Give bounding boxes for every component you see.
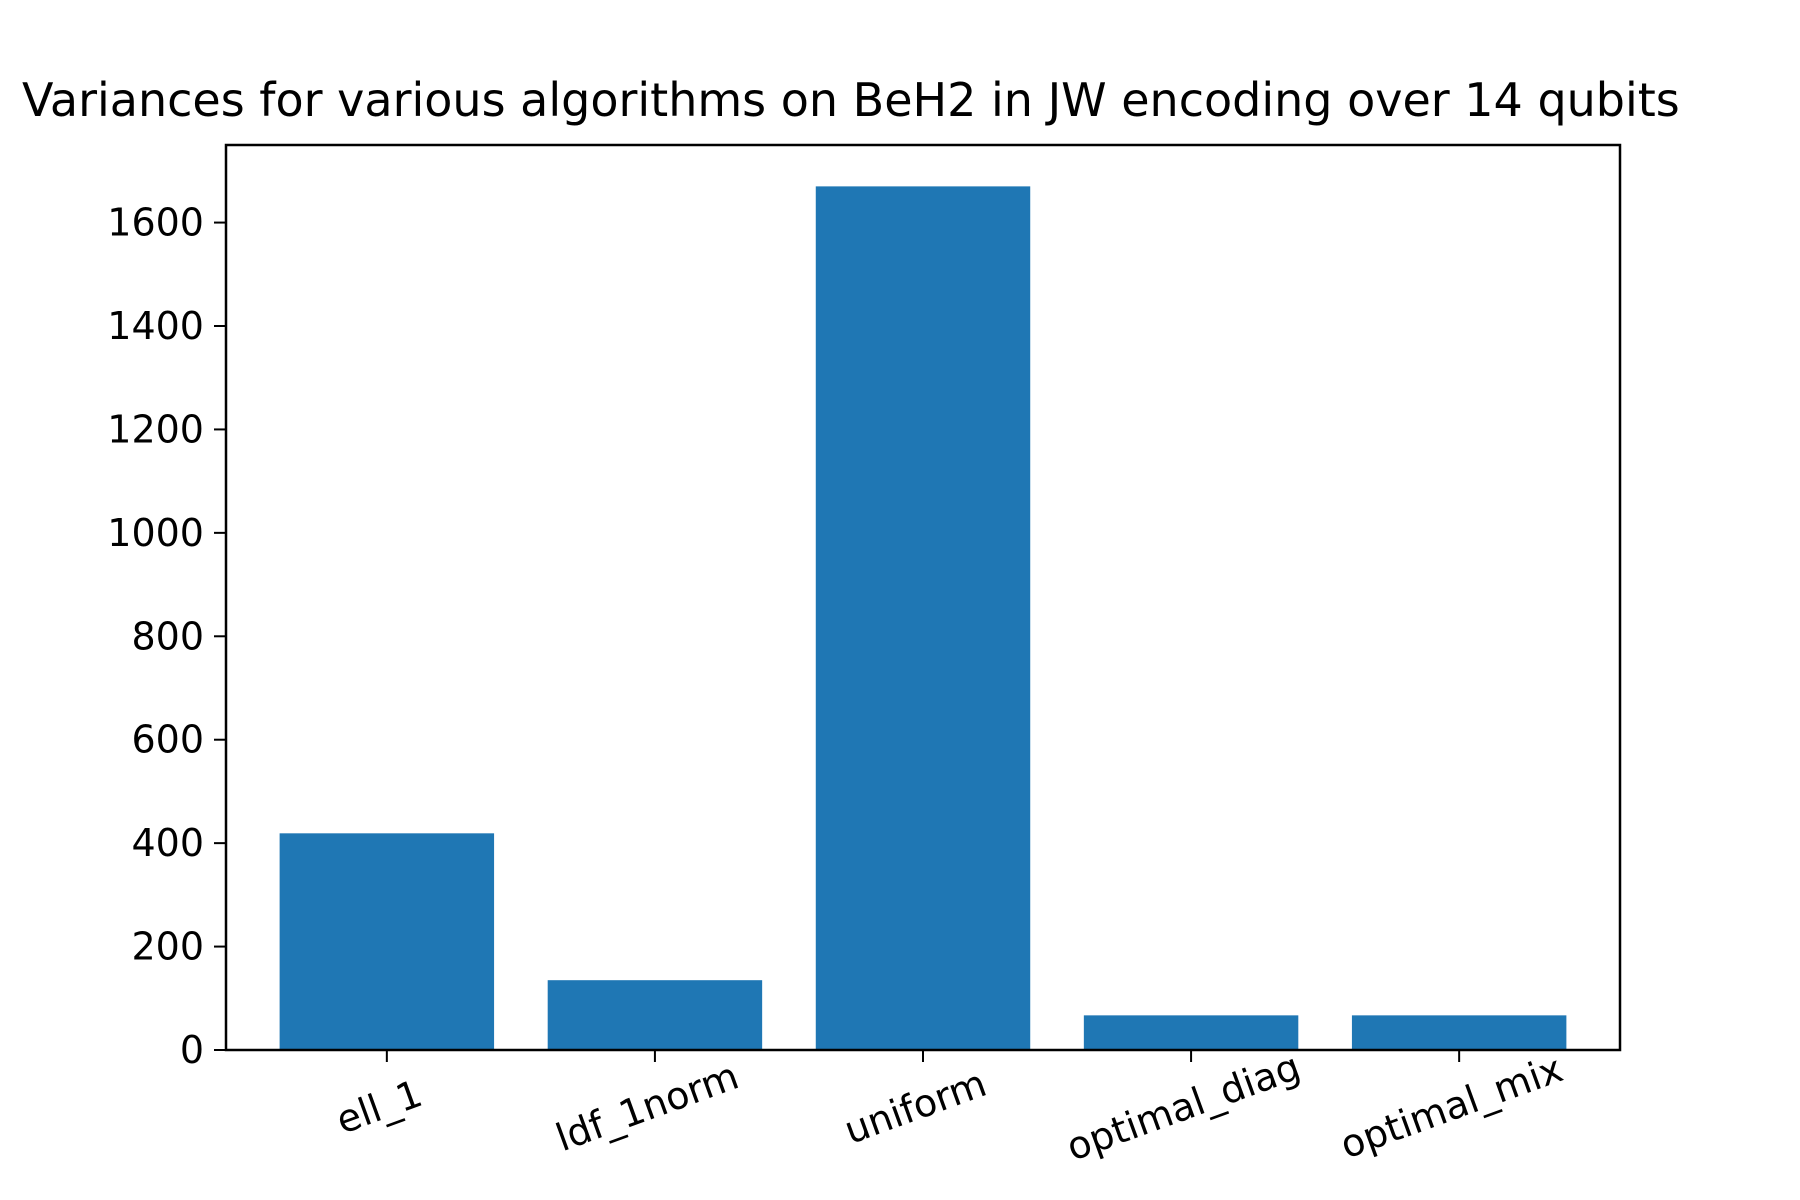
- y-tick-label: 1600: [107, 201, 204, 245]
- y-tick-label: 1400: [107, 304, 204, 348]
- y-tick-label: 400: [131, 821, 204, 865]
- bars-layer: [279, 186, 1567, 1050]
- y-tick-label: 1000: [107, 511, 204, 555]
- y-tick-label: 600: [131, 718, 204, 762]
- y-tick-label: 0: [180, 1028, 204, 1072]
- plot-area-frame: [224, 143, 1622, 1052]
- bar-ldf-1norm: [547, 980, 763, 1050]
- y-tick-label: 800: [131, 614, 204, 658]
- bar-ell-1: [279, 833, 495, 1050]
- y-tick-label: 200: [131, 925, 204, 969]
- bar-uniform: [815, 186, 1031, 1050]
- y-tick-label: 1200: [107, 407, 204, 451]
- chart-title: Variances for various algorithms on BeH2…: [22, 73, 1680, 127]
- bar-optimal-mix: [1351, 1015, 1567, 1050]
- bar-optimal-diag: [1083, 1015, 1299, 1050]
